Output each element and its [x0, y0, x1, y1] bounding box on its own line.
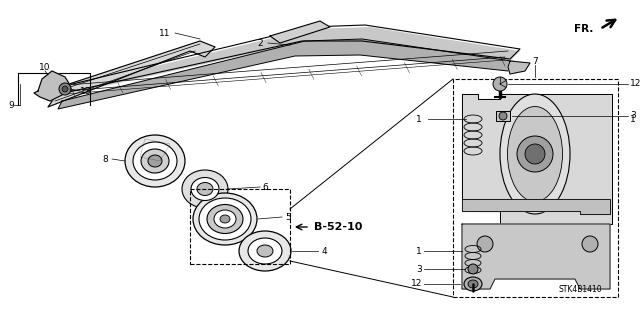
Ellipse shape [133, 142, 177, 180]
Ellipse shape [248, 238, 282, 264]
Ellipse shape [257, 245, 273, 257]
Text: 10: 10 [39, 63, 51, 71]
Circle shape [517, 136, 553, 172]
Polygon shape [270, 21, 330, 43]
Polygon shape [55, 27, 520, 97]
Text: 2: 2 [257, 39, 263, 48]
Text: 12: 12 [411, 279, 422, 288]
Text: 13: 13 [80, 86, 92, 95]
Ellipse shape [141, 149, 169, 173]
Ellipse shape [239, 231, 291, 271]
Ellipse shape [500, 94, 570, 214]
Ellipse shape [125, 135, 185, 187]
Text: 8: 8 [102, 154, 108, 164]
Text: 1: 1 [416, 115, 422, 123]
Circle shape [62, 86, 68, 92]
Ellipse shape [468, 280, 478, 288]
Ellipse shape [508, 107, 563, 202]
Text: B-52-10: B-52-10 [314, 222, 362, 232]
Text: STK4B1410: STK4B1410 [558, 285, 602, 293]
Ellipse shape [199, 198, 251, 240]
Bar [190, 189, 290, 264]
Circle shape [493, 77, 507, 91]
Bar [453, 79, 618, 297]
Text: 1: 1 [416, 247, 422, 256]
Text: 12: 12 [630, 79, 640, 88]
Ellipse shape [220, 215, 230, 223]
Text: 11: 11 [159, 28, 171, 38]
Text: 4: 4 [322, 247, 328, 256]
Circle shape [59, 83, 71, 95]
Ellipse shape [193, 193, 257, 245]
Circle shape [468, 264, 478, 274]
Ellipse shape [148, 155, 162, 167]
Text: 5: 5 [285, 212, 291, 221]
Circle shape [477, 236, 493, 252]
Polygon shape [34, 71, 70, 101]
Polygon shape [48, 41, 215, 107]
Circle shape [499, 112, 507, 120]
Polygon shape [462, 199, 610, 214]
Text: 6: 6 [262, 182, 268, 191]
Text: FR.: FR. [573, 24, 593, 34]
Polygon shape [462, 224, 610, 289]
Text: 1: 1 [630, 115, 636, 123]
Text: 3: 3 [416, 264, 422, 273]
Ellipse shape [464, 277, 482, 291]
Bar [496, 111, 510, 121]
Ellipse shape [197, 182, 213, 196]
Ellipse shape [214, 210, 236, 228]
Text: 3: 3 [630, 112, 636, 121]
Polygon shape [58, 39, 518, 109]
Circle shape [525, 144, 545, 164]
Text: 9: 9 [8, 100, 13, 109]
Text: 7: 7 [532, 56, 538, 65]
Ellipse shape [207, 204, 243, 234]
Circle shape [582, 236, 598, 252]
Ellipse shape [182, 170, 228, 208]
Polygon shape [508, 61, 530, 74]
Polygon shape [462, 94, 612, 224]
Ellipse shape [191, 177, 219, 201]
